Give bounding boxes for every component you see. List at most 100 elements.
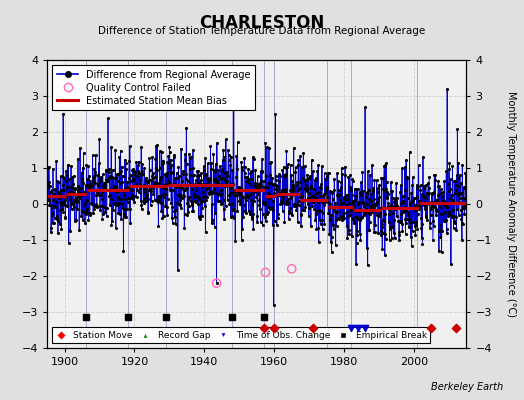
Point — [257, 178, 265, 185]
Point — [201, 155, 210, 162]
Point — [243, 174, 251, 180]
Point — [247, 168, 255, 174]
Point — [414, 182, 422, 189]
Point — [346, 204, 355, 211]
Point — [126, 219, 134, 226]
Point — [328, 190, 336, 196]
Point — [253, 212, 261, 219]
Point — [194, 180, 202, 187]
Point — [181, 171, 190, 178]
Point — [384, 203, 392, 210]
Point — [125, 158, 134, 164]
Point — [374, 196, 383, 202]
Point — [297, 211, 305, 217]
Point — [118, 179, 126, 185]
Point — [291, 164, 300, 170]
Point — [461, 170, 470, 176]
Point — [101, 186, 109, 192]
Point — [187, 154, 195, 160]
Point — [78, 176, 86, 182]
Point — [126, 172, 135, 178]
Point — [190, 194, 198, 201]
Point — [380, 187, 388, 193]
Point — [280, 186, 289, 192]
Point — [246, 210, 254, 217]
Point — [402, 220, 411, 226]
Point — [379, 230, 387, 236]
Point — [366, 203, 375, 210]
Point — [45, 163, 53, 170]
Point — [371, 202, 379, 208]
Point — [341, 204, 349, 210]
Point — [395, 237, 403, 244]
Point — [261, 214, 269, 220]
Point — [168, 204, 177, 211]
Point — [395, 231, 403, 238]
Point — [49, 166, 57, 172]
Point — [391, 197, 399, 203]
Point — [448, 162, 456, 169]
Point — [175, 173, 183, 179]
Point — [138, 168, 147, 174]
Point — [58, 200, 66, 206]
Point — [323, 172, 331, 179]
Point — [298, 198, 306, 204]
Point — [142, 198, 150, 204]
Point — [61, 214, 69, 220]
Point — [374, 185, 382, 192]
Point — [196, 212, 204, 219]
Point — [171, 183, 180, 189]
Point — [407, 234, 415, 241]
Point — [387, 188, 396, 194]
Point — [417, 225, 425, 232]
Point — [396, 218, 404, 225]
Point — [344, 192, 352, 198]
Point — [412, 219, 420, 225]
Point — [73, 197, 81, 204]
Point — [80, 189, 89, 195]
Point — [224, 147, 233, 153]
Point — [255, 181, 263, 187]
Point — [60, 187, 68, 193]
Point — [227, 190, 236, 196]
Point — [355, 198, 363, 205]
Point — [445, 187, 453, 194]
Point — [288, 184, 297, 190]
Point — [210, 224, 219, 230]
Point — [391, 206, 399, 212]
Point — [377, 232, 385, 238]
Point — [156, 194, 165, 200]
Point — [278, 208, 287, 214]
Point — [359, 188, 367, 194]
Point — [106, 196, 115, 203]
Point — [236, 185, 245, 192]
Point — [237, 192, 245, 198]
Point — [68, 184, 77, 191]
Point — [233, 192, 241, 198]
Point — [94, 172, 102, 178]
Point — [292, 206, 301, 213]
Point — [421, 194, 430, 200]
Point — [324, 170, 332, 177]
Point — [312, 226, 321, 232]
Point — [261, 218, 270, 224]
Point — [94, 160, 103, 166]
Point — [122, 160, 130, 166]
Point — [366, 172, 374, 178]
Point — [250, 180, 259, 186]
Point — [223, 173, 231, 180]
Point — [379, 186, 388, 193]
Point — [348, 178, 357, 184]
Point — [128, 167, 137, 173]
Point — [403, 174, 411, 180]
Point — [249, 154, 257, 161]
Point — [381, 236, 390, 242]
Point — [418, 190, 426, 197]
Point — [114, 210, 123, 216]
Point — [416, 206, 424, 212]
Point — [410, 195, 419, 202]
Point — [201, 172, 209, 178]
Point — [293, 187, 302, 193]
Point — [373, 177, 381, 184]
Point — [241, 163, 249, 170]
